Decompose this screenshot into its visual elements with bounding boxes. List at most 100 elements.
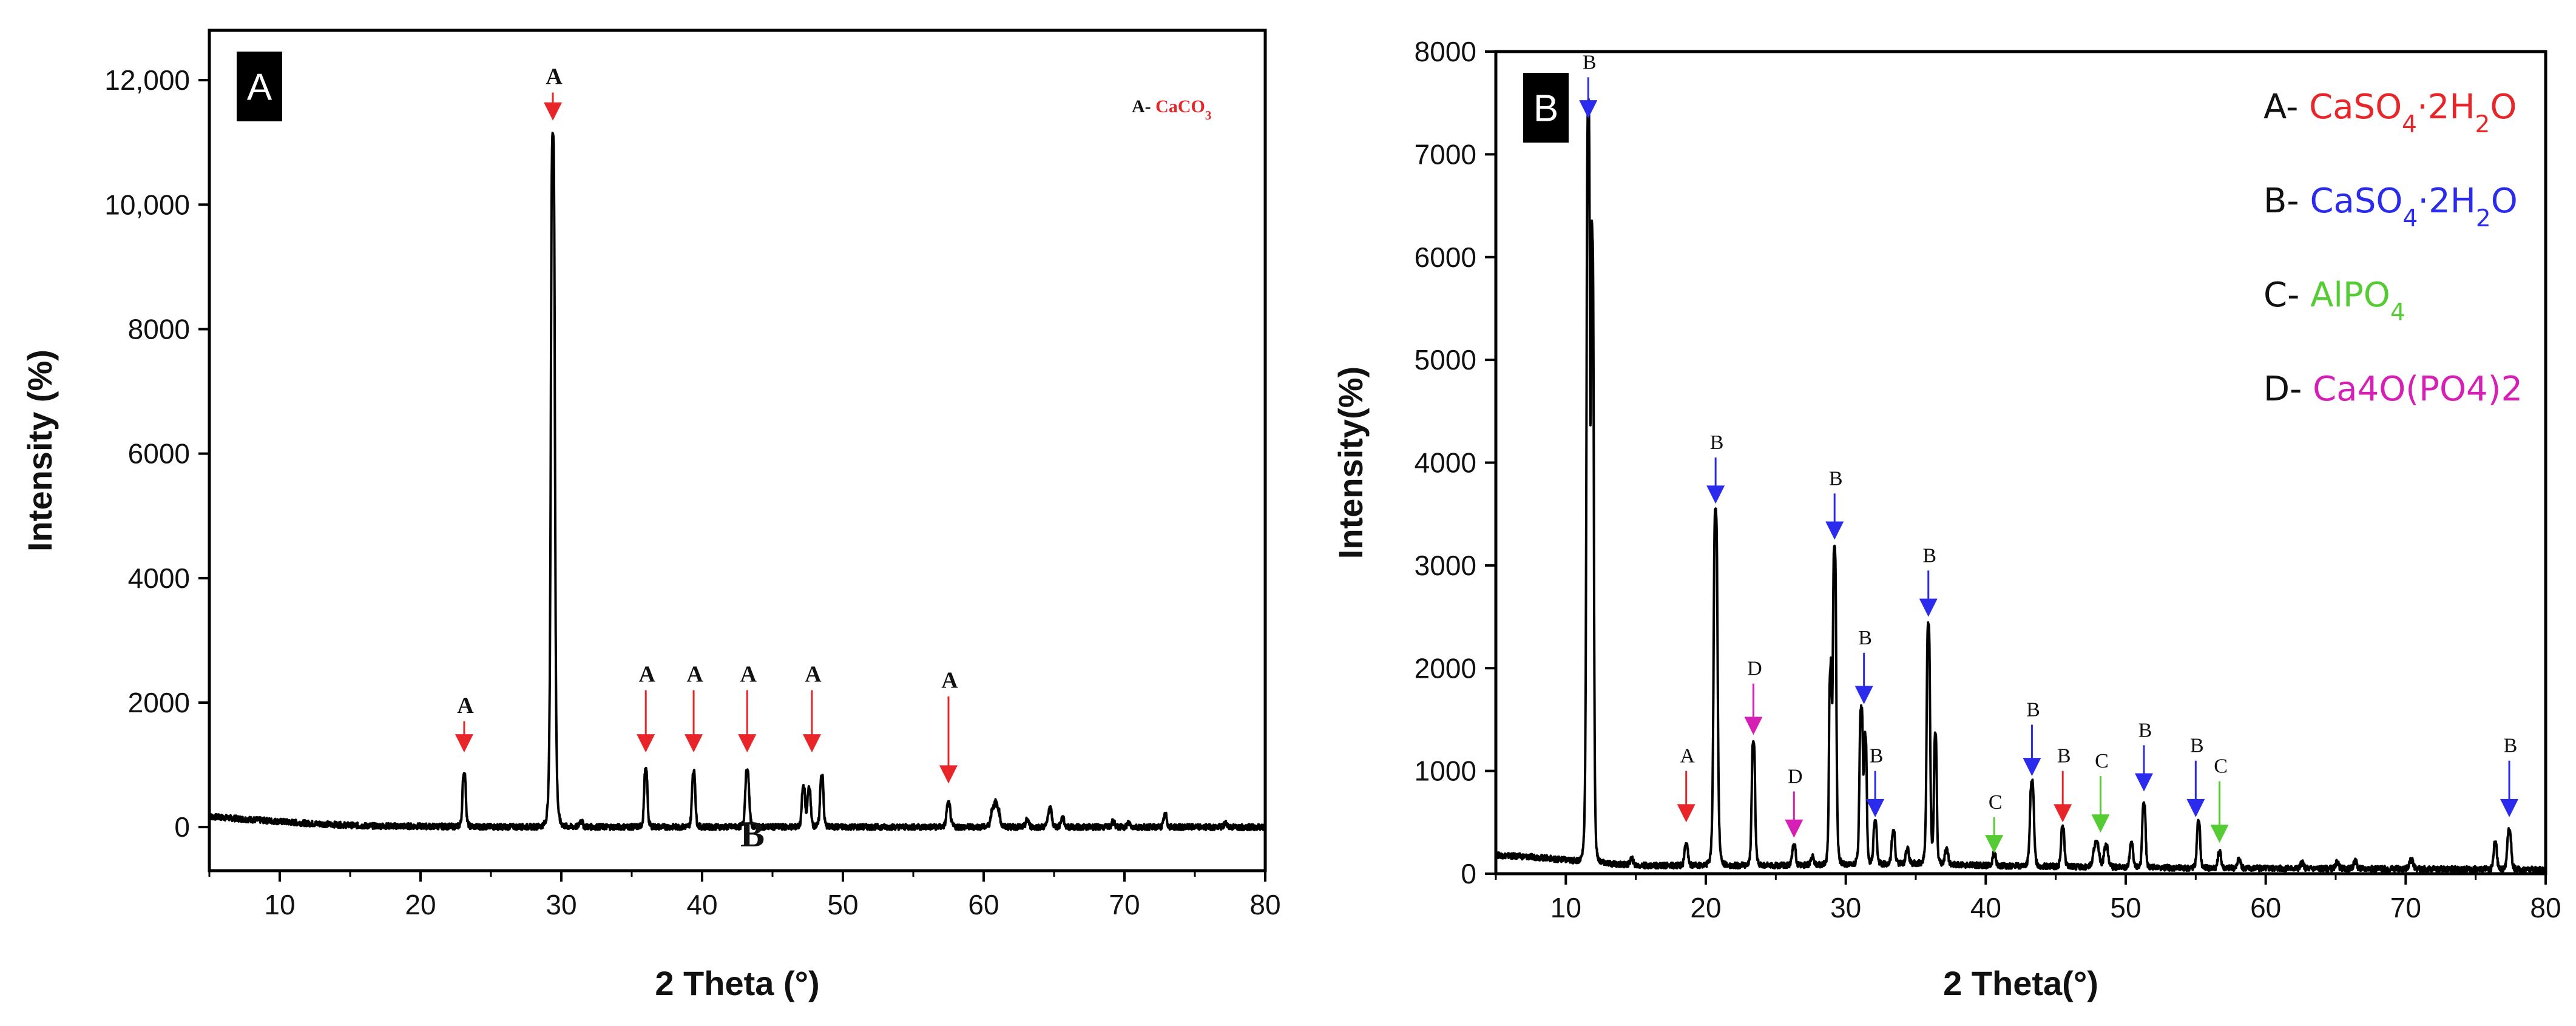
x-tick-label: 50: [827, 889, 858, 920]
y-tick-label: 3000: [1415, 550, 1476, 581]
peak-arrow-head: [637, 734, 655, 753]
x-tick-label: 40: [1970, 892, 2001, 923]
peak-label: B: [2190, 735, 2204, 757]
x-tick-label: 30: [1830, 892, 1861, 923]
y-axis-title: Intensity (%): [21, 349, 59, 552]
peak-label: A: [546, 64, 563, 90]
peak-label: B: [1858, 627, 1872, 649]
y-tick-label: 0: [1461, 858, 1476, 889]
y-tick-label: 4000: [1415, 447, 1476, 479]
x-tick-label: 20: [1690, 892, 1721, 923]
peak-label: C: [2214, 755, 2228, 778]
peak-arrow-head: [2134, 773, 2153, 792]
peak-label: B: [1710, 431, 1724, 454]
y-tick-label: 6000: [128, 438, 190, 470]
legend-entry: A- CaSO4·2H2O: [2263, 87, 2517, 138]
y-tick-label: 0: [174, 811, 190, 843]
y-axis-title: Intensity(%): [1331, 366, 1370, 559]
panel-label-box: [237, 52, 282, 121]
y-tick-label: 7000: [1415, 138, 1476, 170]
x-tick-label: 30: [546, 889, 576, 920]
peak-arrow-head: [1677, 804, 1695, 823]
peak-label: B: [1870, 745, 1884, 768]
peak-arrow-head: [1579, 100, 1598, 119]
y-tick-label: 12,000: [104, 64, 190, 96]
peak-label: D: [1788, 766, 1803, 788]
peak-arrow-head: [2186, 798, 2205, 817]
x-tick-label: 80: [1249, 889, 1280, 920]
peak-label: A: [1680, 745, 1695, 768]
x-tick-label: 10: [264, 889, 295, 920]
peak-label: B: [1829, 467, 1843, 490]
peak-arrow-head: [1866, 798, 1885, 817]
peak-arrow-head: [939, 765, 958, 784]
legend-entry: A- CaCO3: [1132, 96, 1211, 123]
y-tick-label: 4000: [128, 562, 190, 594]
peak-label: A: [941, 668, 958, 694]
peak-arrow-head: [1919, 598, 1938, 617]
peak-arrow-head: [1785, 819, 1804, 838]
peak-label: B: [1922, 544, 1936, 567]
plot-frame: [1494, 50, 2547, 876]
peak-label: B: [2504, 735, 2518, 757]
peak-label: B: [2026, 698, 2040, 721]
x-tick-label: 80: [2530, 892, 2561, 923]
y-tick-label: 2000: [128, 687, 190, 718]
peak-label: A: [740, 661, 757, 687]
y-tick-label: 6000: [1415, 241, 1476, 273]
panel-a: 10 20 30 40 50 60 70 80 0 2000 4000 6000 8000 10,000 1…: [21, 29, 1281, 1002]
x-tick-label: 60: [968, 889, 999, 920]
peak-arrow-head: [1744, 717, 1763, 735]
peak-label: B: [2138, 719, 2152, 741]
peak-label: A: [686, 661, 703, 687]
x-axis-title: 2 Theta(°): [1943, 964, 2098, 1002]
peak-arrow-head: [1706, 485, 1725, 504]
legend-entry: C- AlPO4: [2263, 275, 2405, 326]
peak-arrow-head: [2091, 814, 2110, 833]
x-tick-label: 50: [2110, 892, 2141, 923]
peak-label: C: [2095, 750, 2109, 772]
panel-label: A: [247, 67, 272, 109]
panel-label: B: [1533, 88, 1558, 130]
peak-label: D: [1747, 658, 1762, 680]
peak-arrow-head: [2500, 798, 2519, 817]
peak-label: A: [638, 661, 655, 687]
y-tick-label: 8000: [128, 313, 190, 345]
peak-arrow-head: [2054, 804, 2072, 823]
plot-frame: [208, 29, 1267, 872]
x-tick-label: 20: [405, 889, 436, 920]
peak-arrow-head: [802, 734, 821, 753]
xrd-spectrum-line: [208, 132, 1266, 831]
panel-b: 10 20 30 40 50 60 70 80 0 1000 2000 3000 4000 5000 600…: [1331, 36, 2561, 1002]
peak-label: B: [1583, 51, 1597, 73]
peak-label: A: [457, 693, 474, 718]
peak-arrow-head: [544, 102, 563, 121]
peak-label: C: [1989, 791, 2003, 814]
legend-entry: D- Ca4O(PO4)2: [2263, 370, 2523, 409]
y-tick-label: 1000: [1415, 755, 1476, 787]
y-tick-label: 10,000: [104, 189, 190, 220]
peak-arrow-head: [738, 734, 757, 753]
peak-arrow-head: [685, 734, 703, 753]
x-axis-title: 2 Theta (°): [655, 964, 819, 1002]
peak-label: B: [2057, 745, 2071, 768]
peak-arrow-head: [455, 734, 473, 753]
peak-arrow-head: [1854, 686, 1873, 704]
y-tick-label: 8000: [1415, 36, 1476, 67]
peak-arrow-head: [2023, 758, 2041, 777]
peak-arrow-head: [1825, 521, 1844, 540]
x-tick-label: 40: [686, 889, 717, 920]
x-tick-label: 60: [2250, 892, 2281, 923]
peak-arrow-head: [2210, 825, 2229, 843]
legend-entry: B- CaSO4·2H2O: [2263, 181, 2518, 232]
xrd-spectrum-line: [1495, 98, 2547, 874]
x-tick-label: 10: [1550, 892, 1581, 923]
x-tick-label: 70: [1109, 889, 1140, 920]
panel-caption-letter: B: [740, 814, 765, 854]
x-tick-label: 70: [2390, 892, 2421, 923]
y-tick-label: 2000: [1415, 652, 1476, 684]
panel-label-box: [1523, 73, 1569, 143]
peak-label: A: [805, 661, 822, 687]
peak-arrow-head: [1985, 835, 2004, 854]
